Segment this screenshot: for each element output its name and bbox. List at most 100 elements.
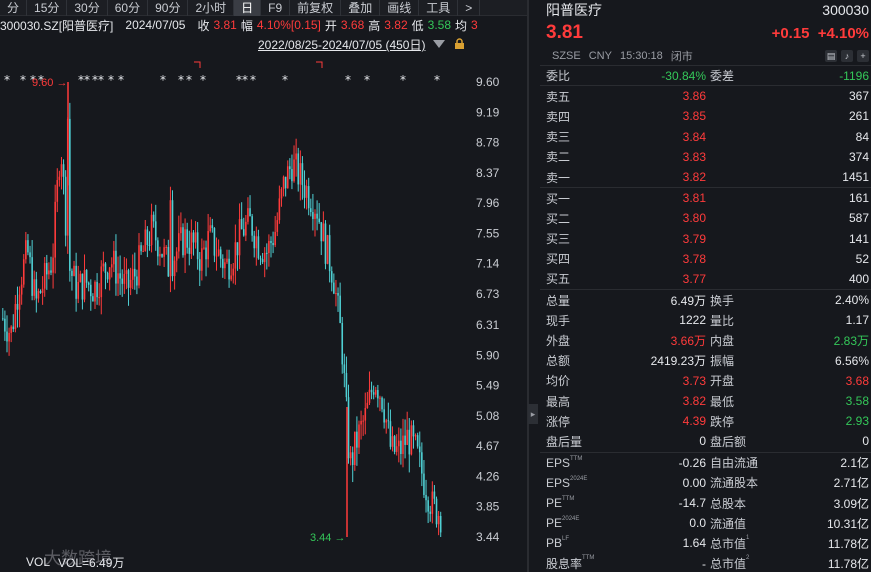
event-star-icon[interactable]: * — [160, 73, 166, 87]
event-star-icon[interactable]: * — [20, 73, 26, 87]
candle-body — [324, 223, 327, 264]
candle-body — [186, 229, 188, 248]
candle-body — [167, 247, 170, 277]
event-star-icon[interactable]: * — [92, 73, 98, 87]
period-tab-11[interactable]: 工具 — [419, 0, 459, 16]
candle-body — [31, 257, 33, 296]
fund-label: PBLF — [546, 536, 570, 551]
period-tab-5[interactable]: 2小时 — [188, 0, 235, 16]
candle-body — [92, 296, 94, 302]
level-label: 卖四 — [546, 109, 571, 124]
event-star-icon[interactable]: * — [242, 73, 248, 87]
event-star-icon[interactable]: * — [400, 73, 406, 87]
period-tab-4[interactable]: 90分 — [148, 0, 189, 16]
candle-body — [270, 240, 272, 244]
candle-body — [106, 272, 109, 280]
candle-body — [157, 240, 159, 257]
event-star-icon[interactable]: * — [84, 73, 90, 87]
event-star-icon[interactable]: * — [108, 73, 114, 87]
candle-body — [370, 389, 373, 393]
event-star-icon[interactable]: * — [200, 73, 206, 87]
bell-icon[interactable]: ♪ — [841, 49, 853, 62]
event-star-icon[interactable]: * — [98, 73, 104, 87]
lock-icon[interactable] — [454, 38, 465, 49]
candle-body — [148, 244, 151, 246]
period-tab-12[interactable]: > — [458, 0, 481, 16]
candle-body — [115, 250, 117, 284]
candle-body — [43, 263, 46, 289]
event-star-icon[interactable]: * — [282, 73, 288, 87]
candle-body — [134, 268, 136, 277]
level-volume: 52 — [855, 251, 869, 266]
event-star-icon[interactable]: * — [186, 73, 192, 87]
period-tab-8[interactable]: 前复权 — [290, 0, 342, 16]
event-star-icon[interactable]: * — [345, 73, 351, 87]
event-star-icon[interactable]: * — [30, 73, 36, 87]
candle-body — [87, 282, 90, 285]
add-icon[interactable]: + — [857, 49, 869, 62]
candle-body — [60, 164, 63, 177]
event-star-icon[interactable]: * — [118, 73, 124, 87]
event-star-icon[interactable]: * — [38, 73, 44, 87]
event-star-icon[interactable]: * — [78, 73, 84, 87]
period-tab-6[interactable]: 日 — [234, 0, 262, 16]
candle-body — [58, 176, 61, 181]
bid-book: 买一 3.81 161 买二 3.80 587 买三 3.79 141 买四 3.78 52 买五 3.7… — [540, 188, 871, 291]
candle-body — [276, 220, 279, 232]
candle-body — [299, 163, 302, 185]
level-label: 卖二 — [546, 150, 571, 165]
list-icon[interactable]: ▤ — [825, 49, 837, 62]
stock-code-label: 300030.SZ[阳普医疗] — [0, 18, 114, 33]
fund-label: EPS2024E — [546, 475, 588, 490]
event-star-icon[interactable]: * — [236, 73, 242, 87]
period-tab-10[interactable]: 画线 — [380, 0, 420, 16]
event-star-icon[interactable]: * — [178, 73, 184, 87]
candle-body — [171, 200, 174, 277]
ask-level: 卖一 3.82 1451 — [540, 167, 871, 187]
range-dropdown-icon[interactable] — [433, 40, 445, 48]
fund-value: 11.78亿 — [827, 536, 869, 551]
candle-body — [339, 295, 341, 323]
candle-body — [136, 276, 138, 286]
candle-body — [326, 235, 329, 264]
fund-label: 总股本 — [710, 496, 747, 511]
candle-body — [439, 515, 442, 533]
candle-body — [406, 429, 408, 445]
event-star-icon[interactable]: * — [4, 73, 10, 87]
event-star-icon[interactable]: * — [250, 73, 256, 87]
level-volume: 587 — [848, 211, 869, 226]
candle-body — [410, 425, 413, 455]
candle-body — [196, 232, 199, 260]
fund-value: 0.00 — [682, 475, 706, 490]
candle-body — [39, 291, 42, 293]
stat-label: 最低 — [710, 394, 735, 409]
kline-chart[interactable]: * * * * * * * * * * * * * * * * * * * * * * 9.609.198.788.377… — [0, 48, 527, 552]
period-tab-3[interactable]: 60分 — [108, 0, 149, 16]
candle-body — [140, 245, 142, 252]
fundamental-row: PBLF 1.64 总市值1 11.78亿 — [540, 533, 871, 553]
candle-body — [20, 284, 23, 295]
candle-body — [266, 252, 268, 254]
stat-row: 外盘 3.66万 内盘 2.83万 — [540, 330, 871, 350]
period-tab-1[interactable]: 15分 — [27, 0, 68, 16]
period-tab-2[interactable]: 30分 — [67, 0, 108, 16]
candle-body — [96, 281, 98, 298]
candle-body — [142, 251, 144, 253]
candle-body — [125, 270, 128, 274]
candle-body — [249, 208, 251, 217]
candle-body — [358, 424, 360, 448]
range-end-marker — [316, 61, 323, 68]
date-range-selector[interactable]: 2022/08/25-2024/07/05 (450日) — [258, 38, 426, 52]
period-tab-9[interactable]: 叠加 — [341, 0, 381, 16]
candle-body — [263, 252, 266, 263]
period-tab-7[interactable]: F9 — [261, 0, 291, 16]
event-star-icon[interactable]: * — [364, 73, 370, 87]
bid-level: 买四 3.78 52 — [540, 249, 871, 269]
stat-label: 跌停 — [710, 414, 735, 429]
period-tab-0[interactable]: 分 — [0, 0, 28, 16]
y-tick-label: 8.78 — [476, 136, 500, 150]
level-volume: 1451 — [842, 170, 869, 185]
event-star-icon[interactable]: * — [434, 73, 440, 87]
collapse-arrow-icon[interactable]: ▸ — [528, 404, 538, 424]
candle-body — [347, 397, 350, 459]
